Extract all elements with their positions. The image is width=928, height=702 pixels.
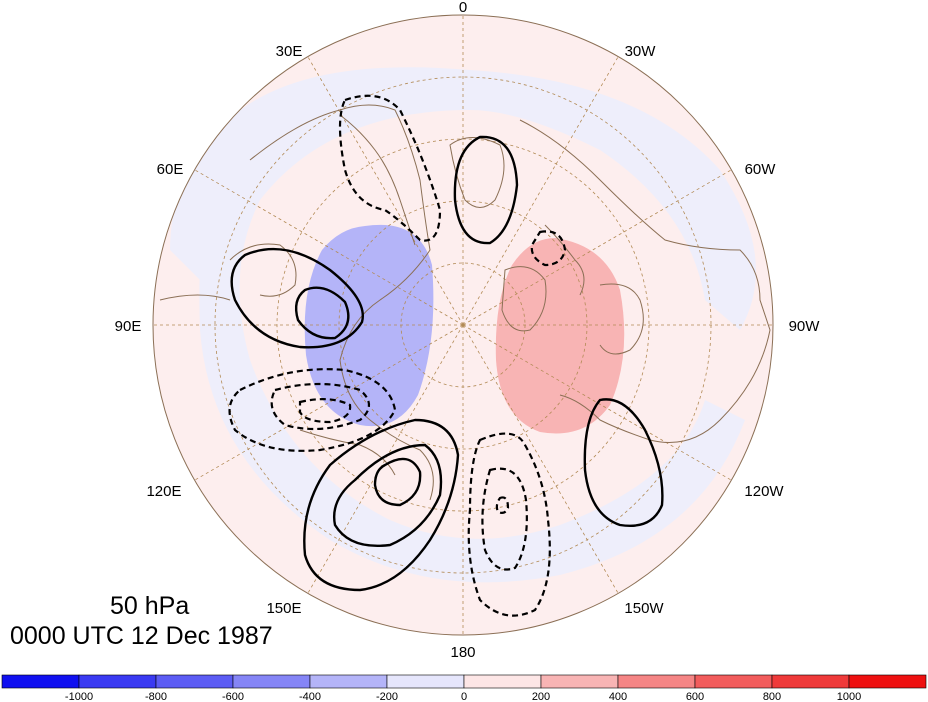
colorbar-tick-label: -800 <box>145 691 167 702</box>
contour-negative <box>481 467 528 571</box>
colorbar-tick-label: 800 <box>763 691 781 702</box>
contour-negative <box>338 94 442 242</box>
colorbar-swatch <box>694 674 773 689</box>
colorbar-tick-label: 0 <box>461 691 467 702</box>
contour-positive <box>583 398 664 527</box>
contour-negative <box>270 382 371 431</box>
contour-positive <box>294 286 350 340</box>
lon-label-30e: 30E <box>276 43 303 60</box>
colorbar-swatch <box>309 674 388 689</box>
lon-label-60e: 60E <box>157 161 184 178</box>
lon-label-0: 0 <box>459 0 467 16</box>
contour-negative <box>298 398 352 424</box>
contour-negative <box>467 432 551 617</box>
lon-label-60w: 60W <box>745 161 777 178</box>
lon-label-180: 180 <box>450 644 475 661</box>
colorbar-swatch <box>155 674 234 689</box>
colorbar: -1000 -800 -600 -400 -200 0 200 400 600 800 1000 <box>1 674 927 702</box>
contour-positive <box>373 457 422 507</box>
lon-label-90e: 90E <box>115 318 142 335</box>
contour-negative <box>495 496 510 514</box>
lon-label-150w: 150W <box>624 600 664 617</box>
colorbar-swatch <box>463 674 542 689</box>
contour-positive <box>333 443 443 547</box>
contour-positive <box>453 135 519 245</box>
graticule <box>153 15 773 635</box>
lon-label-120w: 120W <box>744 483 784 500</box>
colorbar-swatch <box>540 674 619 689</box>
pressure-level: 50 hPa <box>110 592 190 620</box>
colorbar-swatch <box>617 674 696 689</box>
colorbar-tick-label: -200 <box>376 691 398 702</box>
colorbar-tick-label: 200 <box>532 691 550 702</box>
map-boundary <box>152 14 774 636</box>
colorbar-tick-label: -1000 <box>65 691 93 702</box>
colorbar-swatch <box>386 674 465 689</box>
colorbar-swatch <box>1 674 80 689</box>
lon-label-90w: 90W <box>789 318 821 335</box>
colorbar-tick-label: 1000 <box>837 691 861 702</box>
colorbar-tick-label: 600 <box>686 691 704 702</box>
colorbar-swatch <box>848 674 927 689</box>
colorbar-tick-label: 400 <box>609 691 627 702</box>
lon-label-30w: 30W <box>625 43 657 60</box>
valid-time: 0000 UTC 12 Dec 1987 <box>10 622 273 650</box>
longitude-labels: 0 30W 60W 90W 120W 150W 180 150E 120E 90… <box>115 0 821 661</box>
contour-negative <box>228 368 397 452</box>
colorbar-swatch <box>771 674 850 689</box>
lon-label-150e: 150E <box>266 600 301 617</box>
colorbar-swatch <box>78 674 157 689</box>
contours <box>228 94 664 617</box>
colorbar-tick-label: -400 <box>299 691 321 702</box>
lon-label-120e: 120E <box>146 483 181 500</box>
contour-negative <box>530 230 567 267</box>
contour-positive <box>303 418 460 592</box>
coastlines <box>159 104 771 501</box>
colorbar-tick-label: -600 <box>222 691 244 702</box>
colorbar-swatch <box>232 674 311 689</box>
contour-positive <box>230 248 364 349</box>
